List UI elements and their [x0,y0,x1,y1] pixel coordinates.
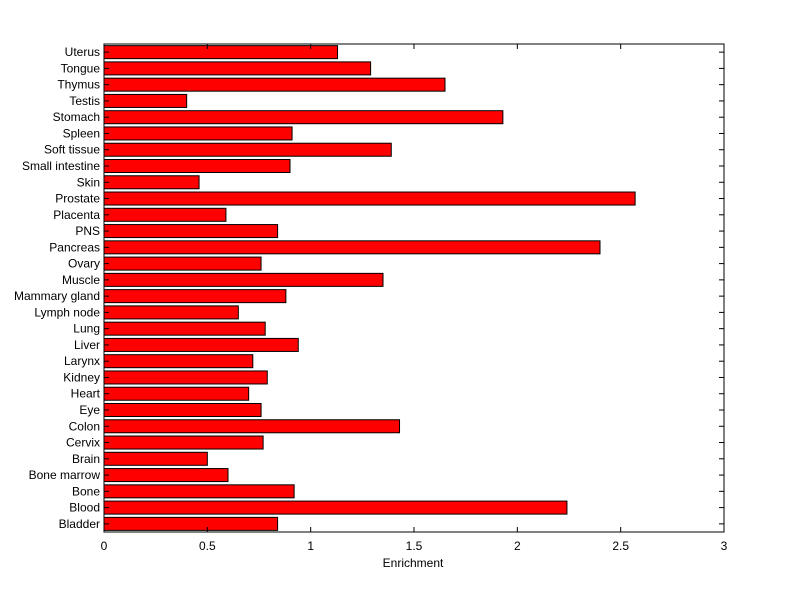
bar-pns [103,224,279,239]
y-tick-label: Liver [74,338,100,352]
bar-skin [103,175,200,190]
bar-tongue [103,61,372,76]
x-tick-label: 2.5 [612,539,629,553]
bar-muscle [103,272,384,287]
y-tick-label: Bone marrow [29,468,101,482]
x-tick-label: 1 [307,539,314,553]
bar-kidney [103,370,268,385]
bar-eye [103,402,262,418]
y-tick-label: Brain [72,452,100,466]
bar-uterus [103,45,339,60]
bar-placenta [103,207,227,222]
bar-liver [103,337,299,352]
bar-colon [103,419,401,434]
bar-brain [103,451,208,466]
y-tick-label: Muscle [62,273,100,287]
plot-frame [103,43,725,533]
bar-spleen [103,126,293,141]
bar-bladder [103,516,279,531]
y-tick-label: Stomach [53,110,100,124]
y-tick-label: Cervix [66,436,100,450]
y-ticks-group: Bladder Blood Bone Bone marrow Brain Cervix Co… [14,45,724,531]
y-tick-label: Skin [77,175,100,189]
y-tick-label: Prostate [55,192,100,206]
y-tick-label: Blood [69,501,100,515]
plot-area [104,44,724,532]
bar-lung [103,321,266,336]
x-tick-label: 0.5 [199,539,216,553]
y-tick-label: Heart [71,387,101,401]
bar-mammary-gland [103,289,287,304]
bar-testis [103,93,188,108]
y-tick-label: Bladder [59,517,100,531]
y-tick-label: Tongue [61,61,101,75]
bar-pancreas [103,240,601,255]
y-tick-label: Testis [69,94,100,108]
y-tick-label: Uterus [65,45,100,59]
bar-cervix [103,435,264,450]
bar-lymph-node [103,305,239,320]
x-tick-label: 1.5 [406,539,423,553]
bar-larynx [103,354,254,369]
bar-prostate [103,191,636,206]
bar-ovary [103,256,262,271]
y-tick-label: Spleen [63,126,100,140]
bar-thymus [103,77,446,92]
bar-bone [103,484,295,499]
x-ticks-group: 0 0.5 1 1.5 2 2.5 3 [101,44,728,553]
y-tick-label: Lung [73,322,100,336]
bar-soft-tissue [103,142,392,157]
y-tick-label: Kidney [63,370,100,384]
bar-heart [103,386,250,401]
x-tick-label: 3 [721,539,728,553]
y-tick-label: Bone [72,484,100,498]
x-axis-label: Enrichment [383,556,444,570]
x-tick-label: 0 [101,539,108,553]
y-tick-label: Mammary gland [14,289,100,303]
x-tick-label: 2 [514,539,521,553]
y-tick-label: Soft tissue [44,143,100,157]
y-tick-label: Larynx [64,354,100,368]
y-tick-label: Pancreas [49,240,100,254]
y-tick-label: Placenta [53,208,100,222]
y-tick-label: Thymus [57,78,100,92]
bar-small-intestine [103,158,291,174]
y-tick-label: Ovary [68,257,100,271]
y-tick-label: Small intestine [22,159,100,173]
y-tick-label: Colon [69,419,100,433]
bar-bone-marrow [103,468,229,483]
bar-blood [103,500,568,515]
y-tick-label: PNS [75,224,100,238]
bar-stomach [103,110,504,125]
y-tick-label: Lymph node [34,305,100,319]
y-tick-label: Eye [79,403,100,417]
